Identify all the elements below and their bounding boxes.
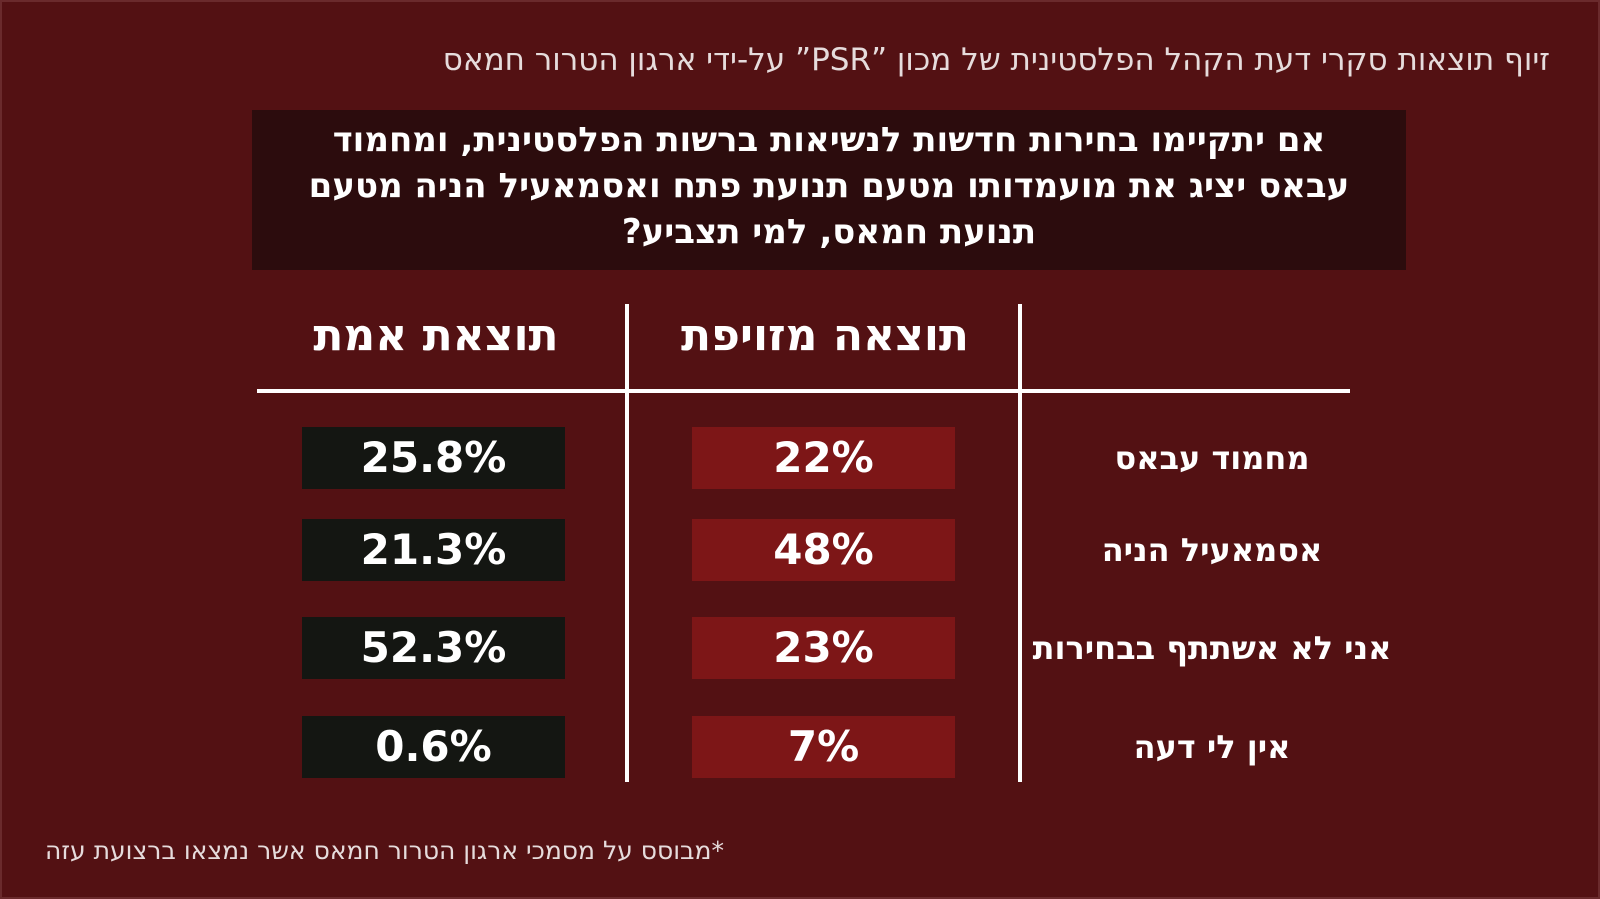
header-real: תוצאת אמת [313,310,559,361]
fake-value: 7% [692,716,955,778]
fake-value: 22% [692,427,955,489]
divider [257,389,1350,393]
footnote: *מבוסס על מסמכי ארגון הטרור חמאס אשר נמצ… [45,836,724,865]
question-line: תנועת חמאס, למי תצביע? [621,212,1037,252]
real-value: 25.8% [302,427,565,489]
header-fake: תוצאה מזויפת [681,310,969,361]
row-label: אני לא אשתתף בבחירות [1032,629,1392,667]
title: זיוף תוצאות סקרי דעת הקהל הפלסטינית של מ… [442,42,1550,78]
question-box: אם יתקיימו בחירות חדשות לנשיאות ברשות הפ… [252,110,1406,270]
divider [1018,304,1022,782]
fake-value: 23% [692,617,955,679]
row-label: אסמאעיל הניה [1101,531,1323,569]
row-label: מחמוד עבאס [1114,439,1310,477]
question-line: אם יתקיימו בחירות חדשות לנשיאות ברשות הפ… [332,120,1326,160]
real-value: 21.3% [302,519,565,581]
question-line: עבאס יציג את מועמדותו מטעם תנועת פתח ואס… [308,166,1350,206]
real-value: 0.6% [302,716,565,778]
real-value: 52.3% [302,617,565,679]
row-label: אין לי דעה [1133,728,1291,766]
fake-value: 48% [692,519,955,581]
divider [625,304,629,782]
